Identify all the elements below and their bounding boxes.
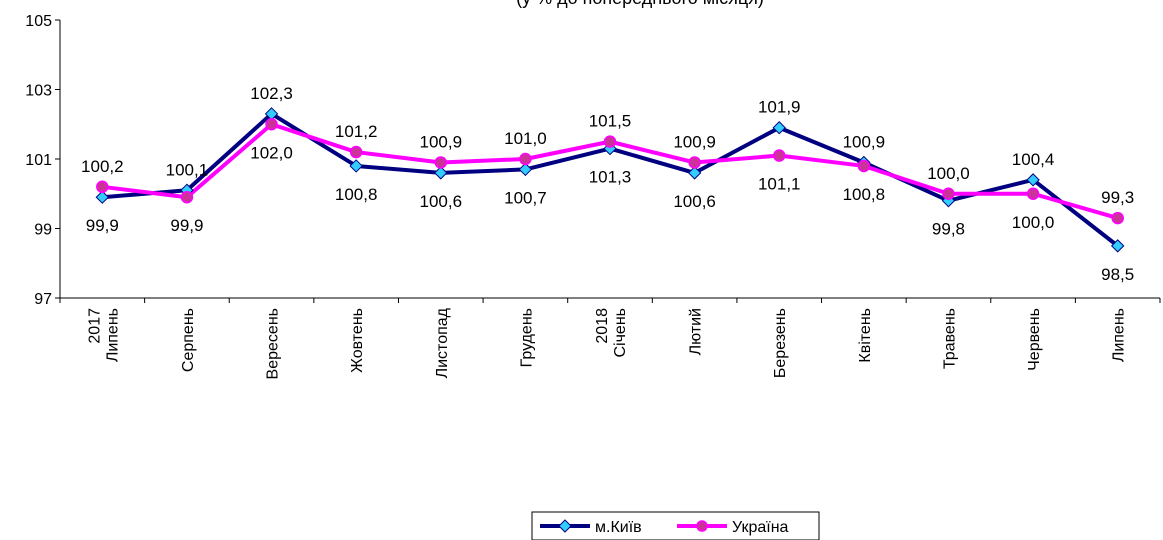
x-tick-label: 2018 bbox=[594, 308, 611, 344]
data-label: 99,9 bbox=[86, 216, 119, 235]
data-label: 100,2 bbox=[81, 157, 124, 176]
legend: м.Київ Україна bbox=[531, 511, 820, 540]
data-label: 100,4 bbox=[1012, 150, 1055, 169]
data-point bbox=[434, 166, 448, 180]
data-point bbox=[519, 152, 532, 166]
data-label: 99,8 bbox=[932, 220, 965, 239]
data-label: 101,0 bbox=[504, 129, 547, 148]
data-label: 100,9 bbox=[673, 132, 716, 151]
x-tick-label: Березень bbox=[772, 308, 789, 378]
x-tick-label: Червень bbox=[1026, 308, 1043, 371]
legend-ukraine-marker bbox=[696, 520, 708, 532]
chart-title: (у % до попереднього місяця) bbox=[516, 0, 764, 8]
x-tick-label: Липень bbox=[104, 308, 121, 362]
legend-kyiv-marker bbox=[558, 519, 572, 533]
data-label: 98,5 bbox=[1101, 265, 1134, 284]
data-label: 100,8 bbox=[843, 185, 886, 204]
x-ticks: 2017 Липень Серпень Вересень Жовтень Листопад… bbox=[59, 298, 1161, 379]
y-ticks: 97 99 101 103 105 bbox=[25, 13, 60, 308]
legend-kyiv-label: м.Київ bbox=[595, 519, 642, 536]
data-label: 101,2 bbox=[335, 122, 378, 141]
data-point bbox=[1110, 239, 1125, 253]
data-point bbox=[180, 190, 194, 204]
data-labels: 99,9 100,1 102,3 100,8 100,6 100,7 101,3 100,6 1… bbox=[81, 84, 1134, 284]
data-point bbox=[265, 118, 278, 131]
y-tick-label: 103 bbox=[25, 83, 52, 100]
data-point bbox=[518, 162, 533, 177]
x-tick-label: 2017 bbox=[86, 308, 103, 344]
data-label: 102,0 bbox=[250, 143, 293, 162]
x-tick-label: Квітень bbox=[857, 308, 874, 363]
y-tick-label: 101 bbox=[25, 152, 52, 169]
data-point bbox=[688, 156, 701, 169]
x-tick-label: Грудень bbox=[518, 308, 535, 367]
data-label: 101,5 bbox=[589, 112, 632, 131]
data-point bbox=[1111, 211, 1124, 225]
data-label: 99,9 bbox=[170, 216, 203, 235]
data-point bbox=[772, 121, 786, 135]
series-markers bbox=[95, 107, 1125, 253]
data-label: 101,1 bbox=[758, 175, 801, 194]
data-label: 100,6 bbox=[673, 192, 716, 211]
data-point bbox=[349, 159, 363, 173]
x-tick-label: Жовтень bbox=[349, 308, 366, 373]
data-label: 100,6 bbox=[419, 192, 462, 211]
data-label: 100,9 bbox=[843, 132, 886, 151]
data-point bbox=[603, 135, 617, 148]
data-point bbox=[687, 166, 702, 180]
x-tick-label: Вересень bbox=[265, 308, 282, 379]
data-label: 99,3 bbox=[1101, 188, 1134, 207]
data-point bbox=[96, 180, 109, 194]
data-label: 101,3 bbox=[589, 168, 632, 187]
data-point bbox=[1026, 173, 1040, 187]
data-label: 100,0 bbox=[1012, 213, 1055, 232]
data-point bbox=[95, 190, 110, 204]
data-label: 102,3 bbox=[250, 84, 293, 103]
data-label: 100,9 bbox=[419, 132, 462, 151]
data-label: 101,9 bbox=[758, 98, 801, 117]
x-tick-label: Липень bbox=[1111, 308, 1128, 362]
data-point bbox=[1026, 187, 1040, 200]
data-point bbox=[349, 145, 363, 159]
x-tick-label: Листопад bbox=[434, 307, 451, 378]
x-tick-label: Лютий bbox=[688, 308, 705, 355]
y-tick-label: 97 bbox=[34, 291, 52, 308]
data-point bbox=[857, 159, 871, 173]
legend-ukraine-label: Україна bbox=[732, 519, 789, 536]
y-tick-label: 105 bbox=[25, 13, 52, 30]
x-tick-label: Серпень bbox=[180, 308, 197, 372]
x-tick-label: Січень bbox=[612, 308, 629, 358]
x-tick-label: Травень bbox=[941, 308, 958, 369]
data-point bbox=[942, 187, 955, 200]
data-label: 100,0 bbox=[927, 164, 970, 183]
data-point bbox=[772, 149, 786, 162]
data-label: 100,7 bbox=[504, 188, 547, 207]
data-label: 100,1 bbox=[166, 160, 209, 179]
data-point bbox=[434, 156, 448, 169]
data-label: 100,8 bbox=[335, 185, 378, 204]
y-tick-label: 99 bbox=[34, 222, 52, 239]
